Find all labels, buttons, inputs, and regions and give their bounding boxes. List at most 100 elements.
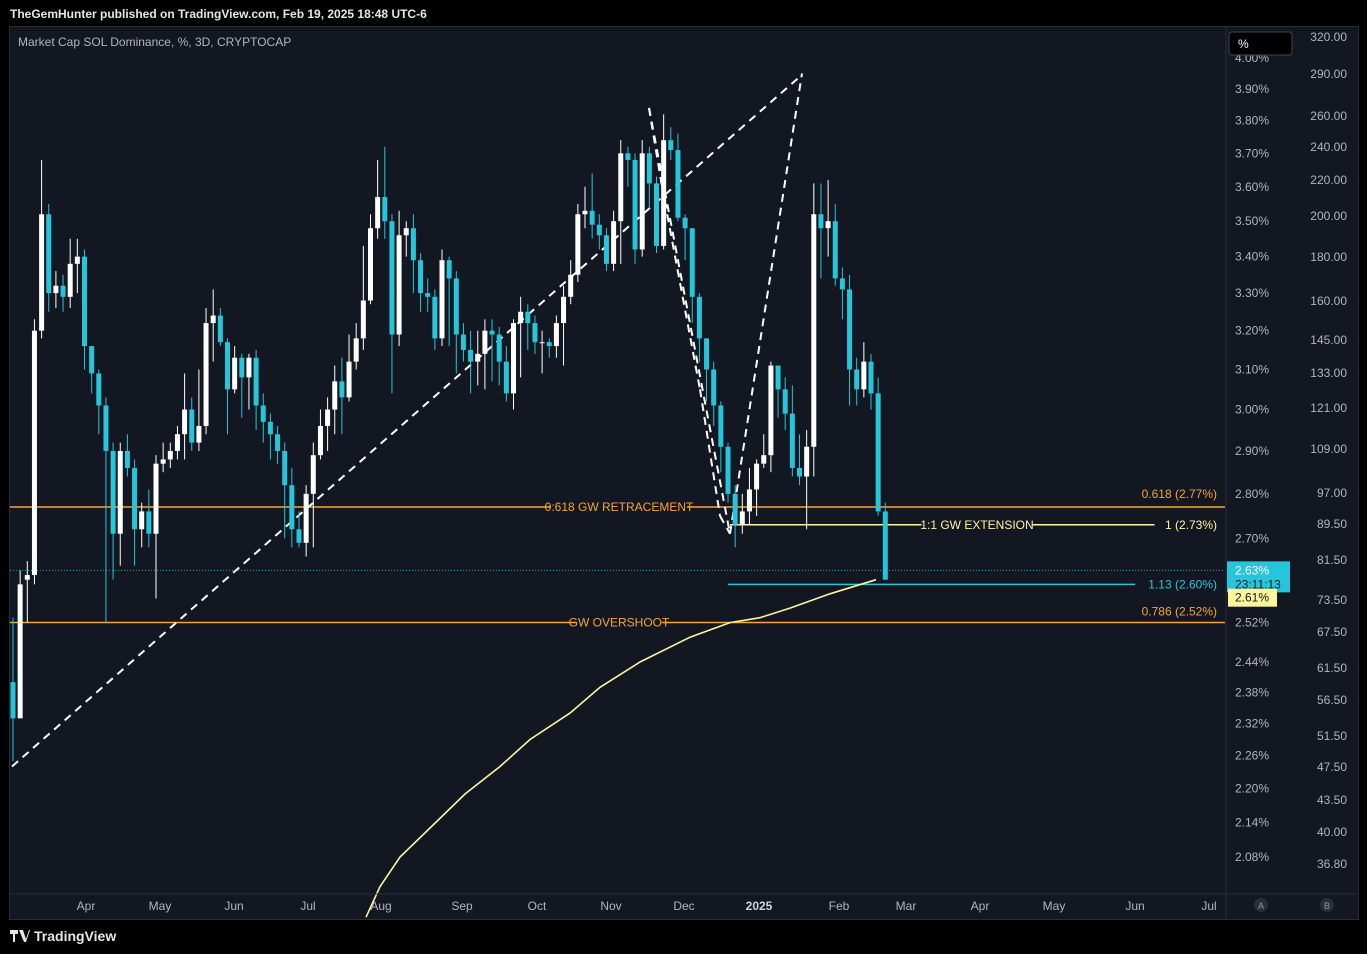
candle-body[interactable] <box>618 153 624 222</box>
candle-body[interactable] <box>525 311 531 324</box>
candle-body[interactable] <box>282 450 288 486</box>
candle-body[interactable] <box>174 434 180 451</box>
candle-body[interactable] <box>654 183 659 246</box>
candle-body[interactable] <box>203 323 209 426</box>
candle-body[interactable] <box>160 459 166 464</box>
candle-body[interactable] <box>489 330 495 335</box>
candle-body[interactable] <box>782 389 788 414</box>
candle-body[interactable] <box>153 463 159 534</box>
candle-body[interactable] <box>353 338 359 362</box>
pattern-line[interactable] <box>11 75 801 768</box>
candle-body[interactable] <box>732 493 738 525</box>
candle-body[interactable] <box>639 153 645 250</box>
candle-body[interactable] <box>67 263 73 297</box>
candle-body[interactable] <box>582 210 588 215</box>
candle-body[interactable] <box>375 197 381 229</box>
candle-body[interactable] <box>797 467 802 477</box>
candle-body[interactable] <box>854 369 860 390</box>
candle-body[interactable] <box>439 260 445 339</box>
candle-body[interactable] <box>232 357 238 390</box>
candle-body[interactable] <box>775 365 781 390</box>
candle-body[interactable] <box>310 455 316 494</box>
candle-body[interactable] <box>596 224 602 236</box>
candle-body[interactable] <box>589 210 595 225</box>
candle-body[interactable] <box>839 278 845 290</box>
candle-body[interactable] <box>225 342 230 390</box>
candle-body[interactable] <box>403 228 409 236</box>
candle-body[interactable] <box>632 159 638 250</box>
candle-body[interactable] <box>103 405 109 451</box>
candle-body[interactable] <box>875 393 881 512</box>
candle-body[interactable] <box>425 293 431 297</box>
candle-body[interactable] <box>868 361 874 394</box>
candle-body[interactable] <box>46 214 52 294</box>
candle-body[interactable] <box>789 413 795 468</box>
candle-body[interactable] <box>746 489 752 512</box>
candle-body[interactable] <box>31 330 37 576</box>
candle-body[interactable] <box>74 256 80 264</box>
candle-body[interactable] <box>89 346 95 374</box>
candle-body[interactable] <box>453 278 459 335</box>
candle-body[interactable] <box>53 285 59 294</box>
moving-average-line[interactable] <box>365 578 877 918</box>
candle-body[interactable] <box>10 682 16 719</box>
candle-body[interactable] <box>704 338 710 370</box>
candle-body[interactable] <box>446 260 452 279</box>
candle-body[interactable] <box>511 323 516 394</box>
candle-body[interactable] <box>575 214 581 275</box>
candle-body[interactable] <box>661 140 667 246</box>
candle-body[interactable] <box>418 260 424 294</box>
candle-body[interactable] <box>603 235 609 264</box>
candle-body[interactable] <box>861 361 867 390</box>
candle-body[interactable] <box>396 235 402 335</box>
candle-body[interactable] <box>804 446 810 477</box>
candle-body[interactable] <box>60 285 66 297</box>
candle-body[interactable] <box>325 409 331 426</box>
candle-body[interactable] <box>82 256 87 347</box>
candle-body[interactable] <box>725 446 731 494</box>
candle-body[interactable] <box>210 315 216 324</box>
axis-button-b[interactable] <box>1320 898 1334 912</box>
unit-button[interactable] <box>1228 31 1293 56</box>
candle-body[interactable] <box>360 300 366 339</box>
pattern-swing-line[interactable] <box>699 389 721 517</box>
candle-body[interactable] <box>332 381 338 410</box>
candle-body[interactable] <box>503 361 509 394</box>
candle-body[interactable] <box>382 197 388 222</box>
candle-body[interactable] <box>267 421 273 435</box>
candle-body[interactable] <box>253 357 259 406</box>
chart-frame[interactable] <box>9 26 1359 920</box>
candle-body[interactable] <box>460 334 466 350</box>
candle-body[interactable] <box>668 140 674 151</box>
pattern-swing-line[interactable] <box>661 186 701 390</box>
tradingview-brand[interactable]: TradingView <box>10 928 116 944</box>
candle-body[interactable] <box>568 274 574 297</box>
candle-body[interactable] <box>39 214 45 331</box>
candle-body[interactable] <box>761 455 767 464</box>
candle-body[interactable] <box>825 221 831 229</box>
candle-body[interactable] <box>146 511 152 534</box>
candle-body[interactable] <box>532 323 538 343</box>
candle-body[interactable] <box>811 214 817 447</box>
candle-body[interactable] <box>368 228 373 301</box>
candle-body[interactable] <box>303 493 309 543</box>
candle-body[interactable] <box>832 221 838 279</box>
candle-body[interactable] <box>110 450 116 534</box>
candle-body[interactable] <box>189 409 195 443</box>
candle-body[interactable] <box>768 365 774 456</box>
candle-body[interactable] <box>739 511 745 525</box>
candle-body[interactable] <box>132 467 138 530</box>
candle-body[interactable] <box>468 349 474 362</box>
candle-body[interactable] <box>117 450 123 534</box>
candle-body[interactable] <box>847 289 853 370</box>
candle-body[interactable] <box>124 450 130 468</box>
candle-body[interactable] <box>754 463 760 490</box>
candle-body[interactable] <box>553 323 559 347</box>
candle-body[interactable] <box>675 150 681 218</box>
pattern-swing-line[interactable] <box>719 515 731 535</box>
candle-body[interactable] <box>339 381 345 398</box>
candle-body[interactable] <box>182 409 188 435</box>
candle-body[interactable] <box>275 434 281 451</box>
candle-body[interactable] <box>24 575 30 580</box>
